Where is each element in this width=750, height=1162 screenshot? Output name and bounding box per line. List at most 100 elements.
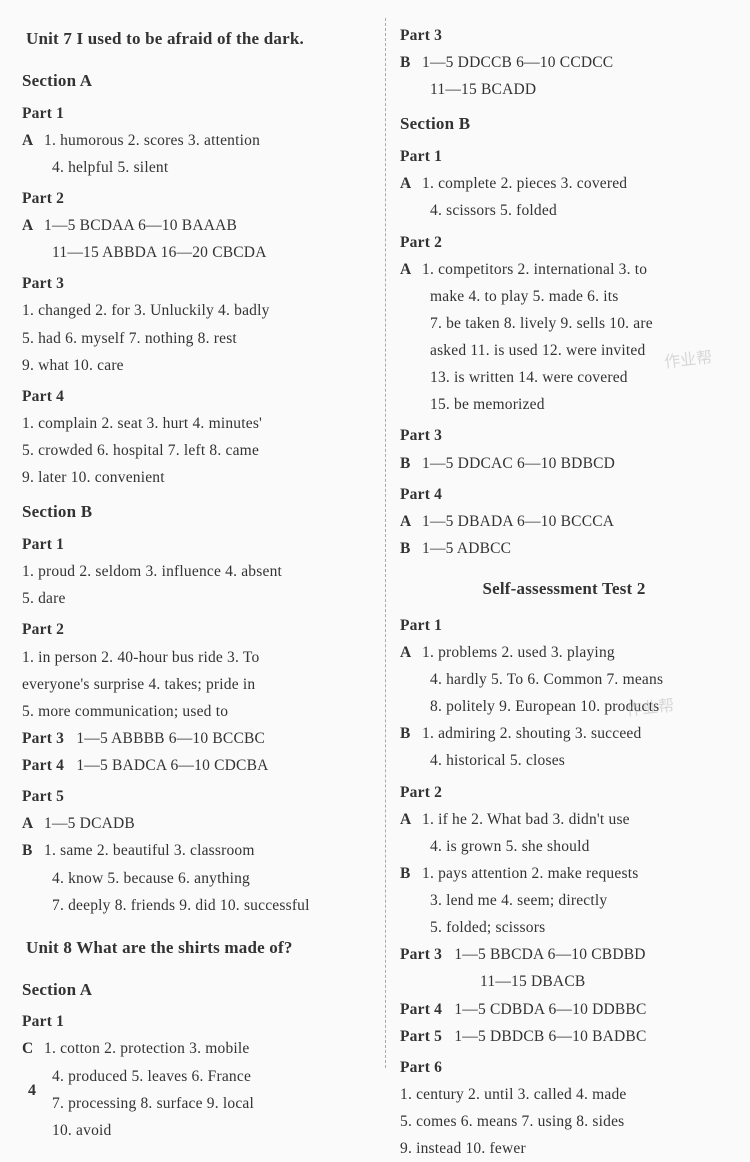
part-1-heading: Part 1 — [22, 531, 375, 558]
label-a: A — [400, 256, 422, 283]
label-b: B — [400, 450, 422, 477]
answer-text: 15. be memorized — [400, 391, 728, 418]
answer-text: 1—5 ABBBB 6—10 BCCBC — [76, 730, 265, 747]
answer-text: 4. know 5. because 6. anything — [22, 865, 375, 892]
answer-row: A1—5 BCDAA 6—10 BAAAB — [22, 212, 375, 239]
label-b: B — [400, 720, 422, 747]
answer-row: Part 3 1—5 BBCDA 6—10 CBDBD — [400, 941, 728, 968]
section-b-heading: Section B — [22, 497, 375, 527]
answer-text: 8. politely 9. European 10. products — [400, 693, 728, 720]
answer-row: B1. pays attention 2. make requests — [400, 860, 728, 887]
answer-row: A1. competitors 2. international 3. to — [400, 256, 728, 283]
answer-text: 1. if he 2. What bad 3. didn't use — [422, 811, 630, 828]
answer-row: C1. cotton 2. protection 3. mobile — [22, 1035, 375, 1062]
page-number: 4 — [28, 1082, 36, 1100]
answer-text: 4. is grown 5. she should — [400, 833, 728, 860]
part-3-heading: Part 3 — [400, 22, 728, 49]
answer-text: 7. be taken 8. lively 9. sells 10. are — [400, 310, 728, 337]
answer-text: 1—5 DDCCB 6—10 CCDCC — [422, 54, 613, 71]
answer-text: 1. humorous 2. scores 3. attention — [44, 132, 260, 149]
part-2-heading: Part 2 — [400, 229, 728, 256]
answer-text: 11—15 BCADD — [400, 76, 728, 103]
left-column: Unit 7 I used to be afraid of the dark. … — [12, 18, 386, 1068]
answer-text: everyone's surprise 4. takes; pride in — [22, 671, 375, 698]
unit-8-title: Unit 8 What are the shirts made of? — [26, 933, 375, 963]
answer-text: 9. later 10. convenient — [22, 464, 375, 491]
part-2-heading: Part 2 — [400, 779, 728, 806]
answer-row: B1—5 DDCAC 6—10 BDBCD — [400, 450, 728, 477]
section-b-heading: Section B — [400, 109, 728, 139]
right-column: Part 3 B1—5 DDCCB 6—10 CCDCC 11—15 BCADD… — [386, 18, 738, 1068]
answer-text: 11—15 DBACB — [400, 968, 728, 995]
part-4-inline: Part 4 — [400, 1001, 442, 1018]
answer-text: 4. helpful 5. silent — [22, 154, 375, 181]
part-3-inline: Part 3 — [22, 730, 64, 747]
page-container: Unit 7 I used to be afraid of the dark. … — [12, 18, 738, 1068]
unit-7-title: Unit 7 I used to be afraid of the dark. — [26, 24, 375, 54]
answer-text: 1—5 BBCDA 6—10 CBDBD — [454, 946, 645, 963]
answer-text: 7. deeply 8. friends 9. did 10. successf… — [22, 892, 375, 919]
answer-row: A1. complete 2. pieces 3. covered — [400, 170, 728, 197]
answer-text: 3. lend me 4. seem; directly — [400, 887, 728, 914]
answer-text: 10. avoid — [22, 1117, 375, 1144]
part-3-heading: Part 3 — [22, 270, 375, 297]
answer-text: 1. complain 2. seat 3. hurt 4. minutes' — [22, 410, 375, 437]
self-assessment-title: Self-assessment Test 2 — [400, 574, 728, 604]
answer-row: Part 4 1—5 BADCA 6—10 CDCBA — [22, 752, 375, 779]
label-a: A — [22, 212, 44, 239]
answer-text: 1. in person 2. 40-hour bus ride 3. To — [22, 644, 375, 671]
answer-text: 1. problems 2. used 3. playing — [422, 644, 615, 661]
answer-text: 1. proud 2. seldom 3. influence 4. absen… — [22, 558, 375, 585]
label-a: A — [400, 170, 422, 197]
answer-row: Part 5 1—5 DBDCB 6—10 BADBC — [400, 1023, 728, 1050]
answer-text: 1—5 BCDAA 6—10 BAAAB — [44, 217, 237, 234]
answer-text: make 4. to play 5. made 6. its — [400, 283, 728, 310]
answer-text: 5. more communication; used to — [22, 698, 375, 725]
answer-text: 5. had 6. myself 7. nothing 8. rest — [22, 325, 375, 352]
answer-text: 5. crowded 6. hospital 7. left 8. came — [22, 437, 375, 464]
label-c: C — [22, 1035, 44, 1062]
answer-row: B1—5 ADBCC — [400, 535, 728, 562]
answer-text: 1. cotton 2. protection 3. mobile — [44, 1040, 249, 1057]
part-5-inline: Part 5 — [400, 1028, 442, 1045]
answer-text: 4. scissors 5. folded — [400, 197, 728, 224]
answer-text: 1—5 DBDCB 6—10 BADBC — [454, 1028, 646, 1045]
part-4-heading: Part 4 — [400, 481, 728, 508]
answer-text: 9. instead 10. fewer — [400, 1135, 728, 1162]
part-1-heading: Part 1 — [22, 100, 375, 127]
part-1-heading: Part 1 — [22, 1008, 375, 1035]
answer-text: 7. processing 8. surface 9. local — [22, 1090, 375, 1117]
label-b: B — [400, 49, 422, 76]
part-1-heading: Part 1 — [400, 612, 728, 639]
part-2-heading: Part 2 — [22, 185, 375, 212]
answer-text: 1. admiring 2. shouting 3. succeed — [422, 725, 641, 742]
answer-text: 1. competitors 2. international 3. to — [422, 261, 647, 278]
label-a: A — [400, 508, 422, 535]
watermark-icon: 作业帮 — [625, 692, 675, 721]
label-a: A — [400, 639, 422, 666]
answer-text: 1—5 CDBDA 6—10 DDBBC — [454, 1001, 646, 1018]
part-1-heading: Part 1 — [400, 143, 728, 170]
answer-text: 1. complete 2. pieces 3. covered — [422, 175, 627, 192]
answer-row: A1. if he 2. What bad 3. didn't use — [400, 806, 728, 833]
answer-text: 1—5 DCADB — [44, 815, 135, 832]
answer-text: 5. comes 6. means 7. using 8. sides — [400, 1108, 728, 1135]
answer-text: 1—5 DBADA 6—10 BCCCA — [422, 513, 614, 530]
part-4-heading: Part 4 — [22, 383, 375, 410]
section-a-heading: Section A — [22, 66, 375, 96]
answer-text: 11—15 ABBDA 16—20 CBCDA — [22, 239, 375, 266]
answer-row: A1—5 DCADB — [22, 810, 375, 837]
answer-row: B1. admiring 2. shouting 3. succeed — [400, 720, 728, 747]
label-b: B — [22, 837, 44, 864]
answer-text: 1. pays attention 2. make requests — [422, 865, 638, 882]
answer-text: 5. dare — [22, 585, 375, 612]
answer-text: 1—5 ADBCC — [422, 540, 511, 557]
label-a: A — [22, 127, 44, 154]
answer-text: 1. same 2. beautiful 3. classroom — [44, 842, 255, 859]
answer-row: Part 4 1—5 CDBDA 6—10 DDBBC — [400, 996, 728, 1023]
answer-row: B1. same 2. beautiful 3. classroom — [22, 837, 375, 864]
answer-text: 4. historical 5. closes — [400, 747, 728, 774]
label-a: A — [400, 806, 422, 833]
part-3-inline: Part 3 — [400, 946, 442, 963]
answer-text: 1—5 DDCAC 6—10 BDBCD — [422, 455, 615, 472]
